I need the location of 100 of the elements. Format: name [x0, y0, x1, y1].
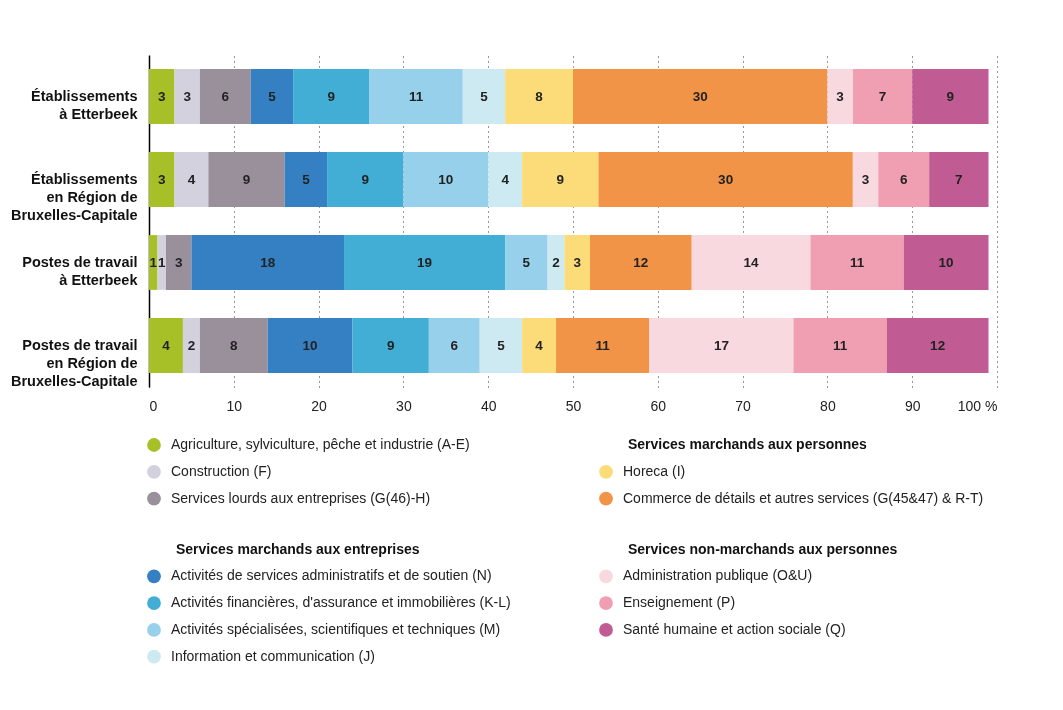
- data-label: 6: [899, 171, 908, 187]
- y-tick-label: Postes de travail à Etterbeek: [22, 253, 139, 288]
- bar: [556, 318, 650, 373]
- data-label: 7: [878, 88, 887, 104]
- data-label: 5: [522, 254, 531, 270]
- bar: [250, 69, 294, 124]
- data-label: 4: [535, 337, 544, 353]
- x-tick-label: 40: [480, 397, 497, 414]
- data-label: 9: [556, 171, 565, 187]
- data-label: 9: [361, 171, 369, 187]
- data-label: 14: [743, 254, 760, 270]
- x-tick-label: 70: [735, 397, 752, 414]
- bar: [793, 318, 887, 373]
- data-label: 11: [408, 88, 424, 104]
- legend-label: Horeca (I): [623, 462, 686, 479]
- bar: [810, 235, 904, 290]
- bar: [505, 235, 548, 290]
- bar: [547, 235, 565, 290]
- legend-label: Administration publique (O&U): [623, 567, 813, 584]
- bar: [852, 69, 913, 124]
- x-tick-label: 10: [226, 397, 243, 414]
- data-label: 11: [849, 254, 865, 270]
- data-label: 3: [174, 254, 183, 270]
- text: Services marchands aux personnes: [628, 436, 868, 452]
- data-label: 30: [718, 171, 734, 187]
- legend-label: Activités financières, d'assurance et immobilières (K-L): [171, 594, 511, 611]
- bar: [522, 152, 599, 207]
- x-tick-label: 20: [311, 397, 328, 414]
- legend-label: Enseignement (P): [623, 594, 736, 611]
- data-label: 10: [302, 337, 318, 353]
- x-tick-label: 30: [396, 397, 412, 414]
- bar: [462, 69, 506, 124]
- data-label: 4: [162, 337, 171, 353]
- data-label: 3: [573, 254, 582, 270]
- bar: [649, 318, 794, 373]
- data-label: 3: [836, 88, 845, 104]
- bar: [522, 318, 557, 373]
- bar: [691, 235, 811, 290]
- data-label: 1: [149, 254, 158, 270]
- data-label: 8: [535, 88, 544, 104]
- legend-label: Agriculture, sylviculture, pêche et industrie (A-E): [171, 436, 470, 452]
- bar: [589, 235, 692, 290]
- legend-label: Activités de services administratifs et de soutien (N): [171, 567, 492, 584]
- bar: [827, 69, 853, 124]
- data-label: 6: [450, 337, 459, 353]
- bar: [149, 318, 183, 373]
- data-label: 7: [955, 171, 963, 187]
- data-label: 30: [692, 88, 708, 104]
- data-label: 9: [386, 337, 395, 353]
- x-tick-label: 60: [650, 397, 667, 414]
- data-label: 12: [930, 337, 946, 353]
- bar: [191, 235, 345, 290]
- data-label: 11: [832, 337, 848, 353]
- data-label: 4: [501, 171, 510, 187]
- data-label: 2: [187, 337, 196, 353]
- x-tick-label: 50: [565, 397, 582, 414]
- data-label: 12: [633, 254, 649, 270]
- x-tick-label: 90: [904, 397, 921, 414]
- data-label: 3: [157, 171, 166, 187]
- bar: [598, 152, 853, 207]
- data-label: 3: [861, 171, 870, 187]
- data-label: 10: [438, 171, 454, 187]
- data-label: 10: [938, 254, 954, 270]
- data-label: 18: [260, 254, 276, 270]
- y-tick-label: Établissements à Etterbeek: [31, 87, 139, 122]
- data-label: 9: [946, 88, 955, 104]
- bar: [149, 152, 175, 207]
- bar: [157, 235, 166, 290]
- bar: [182, 318, 200, 373]
- text: Services marchands aux entreprises: [176, 540, 420, 557]
- x-tick-label: 80: [820, 397, 836, 414]
- bar: [886, 318, 989, 373]
- bar: [878, 152, 930, 207]
- data-label: 5: [480, 88, 489, 104]
- data-label: 5: [497, 337, 506, 353]
- data-label: 5: [268, 88, 277, 104]
- x-tick-label: 100 %: [957, 397, 998, 414]
- bar: [174, 69, 200, 124]
- bar: [208, 152, 285, 207]
- bar: [369, 69, 463, 124]
- data-label: 4: [187, 171, 196, 187]
- bar: [505, 69, 573, 124]
- data-label: 19: [417, 254, 433, 270]
- bar: [929, 152, 989, 207]
- data-label: 5: [302, 171, 311, 187]
- bar: [284, 152, 328, 207]
- bar: [149, 69, 175, 124]
- x-tick-label: 0: [149, 397, 158, 414]
- bar: [267, 318, 353, 373]
- bar: [293, 69, 370, 124]
- legend-label: Information et communication (J): [171, 647, 375, 664]
- bar: [199, 69, 251, 124]
- bar: [344, 235, 506, 290]
- data-label: 3: [157, 88, 166, 104]
- bar: [573, 69, 828, 124]
- bar: [428, 318, 480, 373]
- bar: [403, 152, 489, 207]
- y-tick-label: Établissements en Région de Bruxelles-Capitale: [10, 170, 138, 223]
- legend-label: Construction (F): [171, 462, 272, 479]
- bar: [912, 69, 989, 124]
